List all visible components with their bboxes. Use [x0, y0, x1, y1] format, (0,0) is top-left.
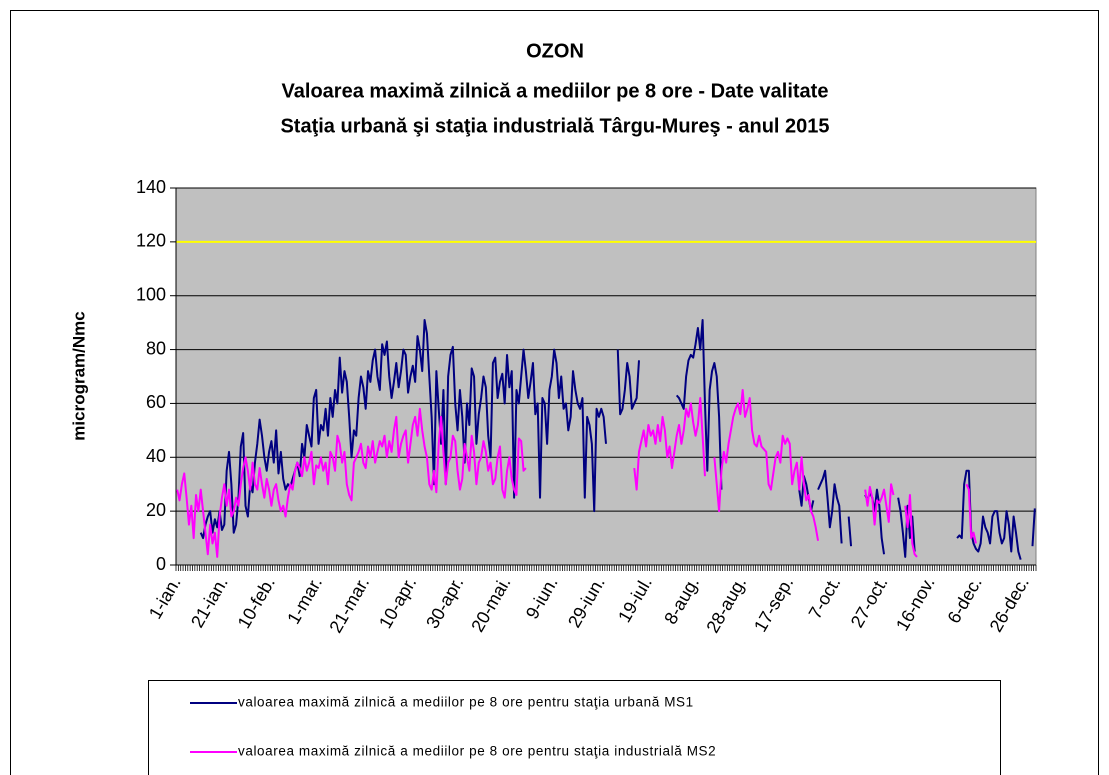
y-axis-label: microgram/Nmc: [69, 311, 88, 440]
chart-subtitle: Staţia urbană şi staţia industrială Târg…: [280, 115, 829, 137]
data-line: [176, 388, 977, 558]
y-tick-label: 80: [146, 338, 166, 358]
y-tick-label: 100: [136, 284, 166, 304]
data-line: [199, 318, 1036, 560]
chart-subtitle: Valoarea maximă zilnică a mediilor pe 8 …: [282, 80, 829, 102]
y-tick-label: 60: [146, 392, 166, 412]
y-tick-label: 120: [136, 231, 166, 251]
legend-label: valoarea maximă zilnică a mediilor pe 8 …: [238, 744, 716, 759]
y-tick-label: 0: [156, 554, 166, 574]
legend-label: valoarea maximă zilnică a mediilor pe 8 …: [238, 695, 694, 710]
y-tick-label: 40: [146, 446, 166, 466]
y-tick-label: 20: [146, 500, 166, 520]
chart-title: OZON: [526, 40, 584, 62]
legend: [148, 680, 1001, 775]
y-tick-label: 140: [136, 177, 166, 197]
